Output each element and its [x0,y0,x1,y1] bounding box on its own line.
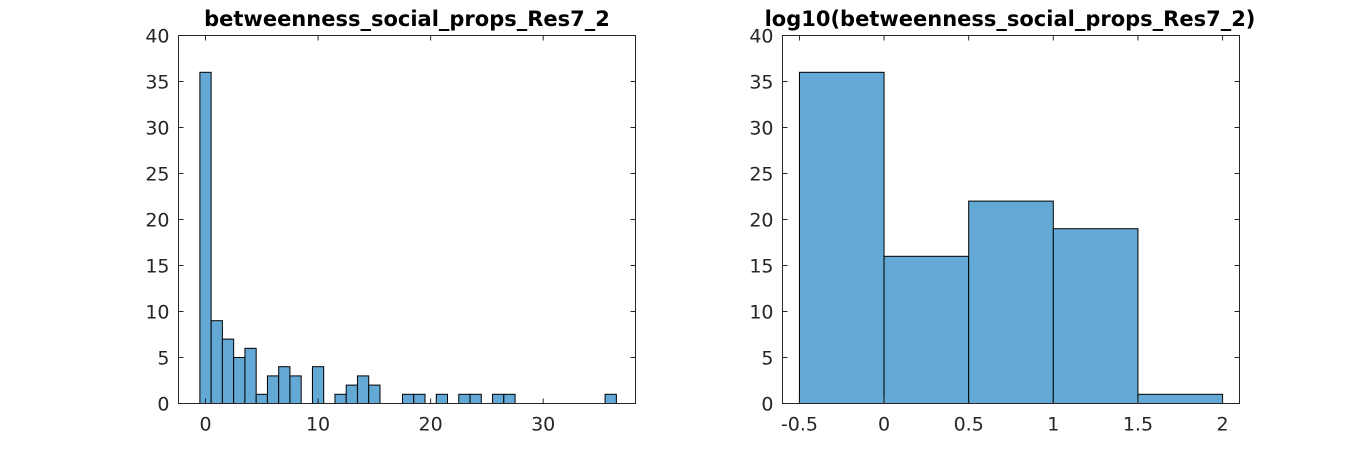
histogram-bar [368,384,381,405]
y-tick-label: 20 [749,210,773,232]
x-tick-label: 30 [531,414,555,436]
histogram-bar [1137,393,1224,404]
histogram-bar [255,393,268,404]
histogram-bar [469,393,482,404]
histogram-bar [334,393,347,404]
histogram-bar [458,393,471,404]
y-tick-label: 0 [761,394,773,416]
y-tick-label: 30 [145,118,169,140]
histogram-bar [798,71,885,405]
histogram-bar [221,338,235,405]
y-tick-label: 10 [145,302,169,324]
plot-area-frame [178,35,636,404]
x-tick-label: 20 [419,414,443,436]
x-tick-label: 0 [199,414,211,436]
bars [798,71,1224,405]
histogram-bar [492,393,505,404]
histogram-bar [210,320,223,405]
x-tick-label: 1.5 [1123,414,1153,436]
y-tick-label: 25 [145,164,169,186]
x-tick-label: 0.5 [954,414,984,436]
y-tick-label: 10 [749,302,773,324]
y-tick-label: 0 [157,394,169,416]
histogram-bar [356,375,370,404]
y-tick-label: 15 [145,256,169,278]
x-tick-label: 0 [878,414,890,436]
histogram-bar [435,393,449,404]
x-tick-label: 1 [1047,414,1059,436]
histogram-bar [968,200,1054,404]
histogram-panel-linear: betweenness_social_props_Res7_2 0 5 10 15 20… [145,7,636,436]
y-tick-label: 40 [145,26,169,48]
y-tick-label: 15 [749,256,773,278]
histogram-bar [266,375,280,404]
histogram-bar [401,393,415,404]
histogram-bar [883,255,970,404]
histogram-bar [1052,228,1139,404]
y-tick-label: 35 [145,72,169,94]
histogram-bar [345,384,358,405]
y-tick-label: 5 [761,348,773,370]
plot-area-frame [782,35,1240,404]
y-tick-label: 25 [749,164,773,186]
x-tick-label: -0.5 [781,414,818,436]
y-tick-label: 20 [145,210,169,232]
chart-title: betweenness_social_props_Res7_2 [204,7,610,31]
histogram-panel-log10: log10(betweenness_social_props_Res7_2) 0… [749,7,1255,436]
histogram-bar [199,71,212,405]
histogram-bar [244,347,257,404]
y-tick-label: 30 [749,118,773,140]
histogram-bar [289,375,302,404]
histogram-bar [503,393,516,404]
y-tick-label: 40 [749,26,773,48]
ticks: 0 5 10 15 20 25 30 35 40 0 10 20 30 [145,26,636,436]
x-tick-label: 10 [306,414,330,436]
histogram-bar [413,393,426,404]
y-tick-label: 35 [749,72,773,94]
histogram-bar [604,393,617,404]
y-tick-label: 5 [157,348,169,370]
histogram-bar [311,366,325,405]
chart-title: log10(betweenness_social_props_Res7_2) [765,7,1256,31]
bars [199,71,617,405]
ticks: 0 5 10 15 20 25 30 35 40 -0.5 0 0.5 1 1.5 2 [749,26,1240,436]
x-tick-label: 2 [1217,414,1229,436]
histogram-bar [233,357,246,404]
histogram-bar [278,366,291,405]
